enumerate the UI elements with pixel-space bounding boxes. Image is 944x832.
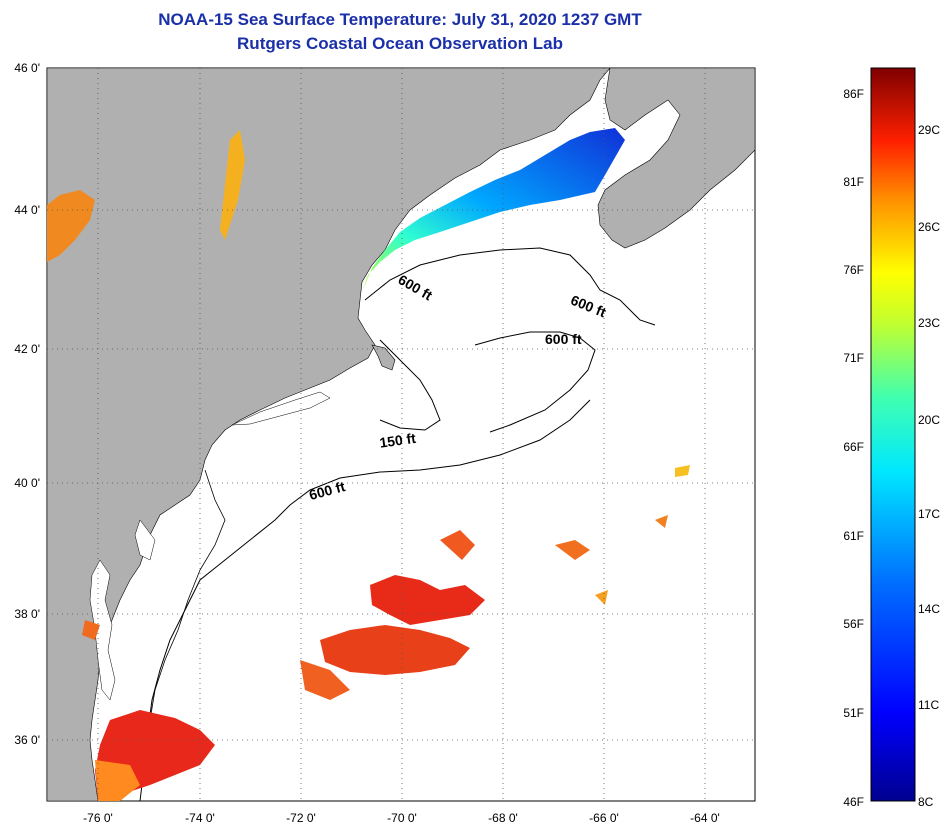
colorbar-f-label: 71F bbox=[843, 351, 864, 365]
colorbar-c-label: 20C bbox=[918, 413, 940, 427]
lat-label: 36 0' bbox=[14, 733, 40, 747]
colorbar-f-label: 66F bbox=[843, 440, 864, 454]
colorbar-c-label: 26C bbox=[918, 220, 940, 234]
colorbar-f-label: 86F bbox=[843, 87, 864, 101]
contour-150ft bbox=[379, 339, 441, 431]
colorbar-c-label: 14C bbox=[918, 602, 940, 616]
colorbar bbox=[870, 67, 916, 802]
colorbar-c-label: 17C bbox=[918, 507, 940, 521]
contour-label-600ft-georges: 600 ft bbox=[545, 331, 582, 347]
lat-label: 38 0' bbox=[14, 607, 40, 621]
contour-600ft-gom bbox=[364, 247, 656, 326]
lon-label: -76 0' bbox=[83, 811, 113, 825]
delaware-bay bbox=[134, 519, 156, 561]
sst-gulf-of-maine bbox=[362, 128, 625, 292]
colorbar-f-label: 56F bbox=[843, 617, 864, 631]
lat-label: 40 0' bbox=[14, 476, 40, 490]
colorbar-f-label: 51F bbox=[843, 706, 864, 720]
lon-label: -74 0' bbox=[185, 811, 215, 825]
lat-label: 46 0' bbox=[14, 61, 40, 75]
colorbar-c-label: 29C bbox=[918, 123, 940, 137]
land-nova-scotia bbox=[597, 68, 755, 249]
colorbar-c-label: 11C bbox=[918, 698, 939, 712]
graticule bbox=[47, 68, 755, 801]
contour-600ft-georges bbox=[474, 331, 596, 433]
colorbar-f-label: 61F bbox=[843, 529, 864, 543]
colorbar-f-label: 46F bbox=[843, 795, 864, 809]
sst-lake-ontario bbox=[47, 190, 95, 262]
lon-label: -72 0' bbox=[286, 811, 316, 825]
land-cape-cod bbox=[371, 344, 396, 371]
lat-label: 42 0' bbox=[14, 342, 40, 356]
colorbar-f-label: 81F bbox=[843, 175, 864, 189]
sst-lake-patch bbox=[220, 130, 245, 240]
colorbar-c-label: 23C bbox=[918, 316, 940, 330]
contour-shelf-break bbox=[149, 469, 226, 721]
map-title: NOAA-15 Sea Surface Temperature: July 31… bbox=[158, 10, 642, 29]
lat-label: 44 0' bbox=[14, 203, 40, 217]
lon-label: -64 0' bbox=[690, 811, 720, 825]
land-long-island bbox=[231, 391, 331, 426]
lon-label: -66 0' bbox=[589, 811, 619, 825]
lon-label: -70 0' bbox=[387, 811, 417, 825]
colorbar-c-label: 8C bbox=[918, 795, 934, 809]
contour-label-150ft: 150 ft bbox=[378, 430, 417, 451]
map-subtitle: Rutgers Coastal Ocean Observation Lab bbox=[237, 34, 563, 53]
chesapeake-bay bbox=[89, 559, 116, 701]
sst-warm-patches bbox=[82, 465, 690, 801]
colorbar-f-label: 76F bbox=[843, 263, 864, 277]
land-mainland bbox=[47, 68, 611, 801]
lon-label: -68 0' bbox=[488, 811, 518, 825]
